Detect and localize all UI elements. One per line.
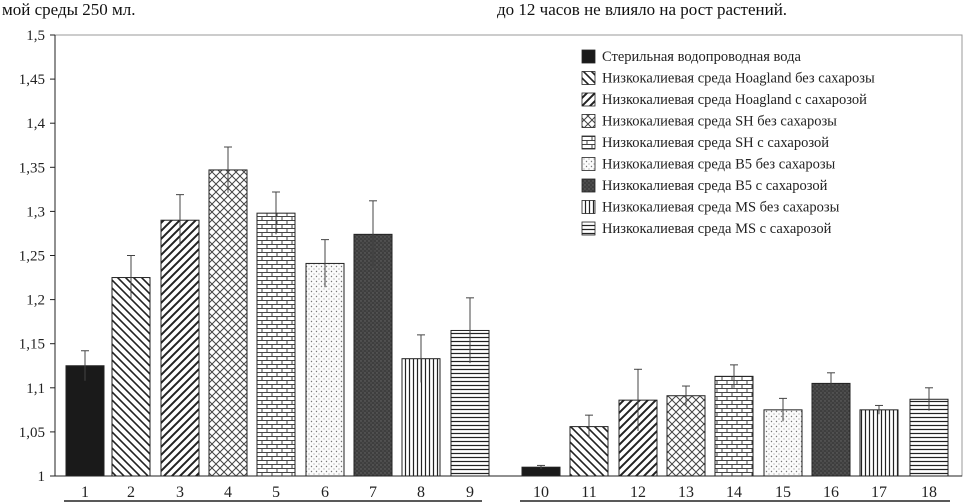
y-tick-label: 1,4 <box>26 116 45 132</box>
y-tick-label: 1,2 <box>26 293 45 309</box>
legend-swatch <box>581 49 596 64</box>
legend-label: Низкокалиевая среда B5 с сахарозой <box>602 178 828 194</box>
x-axis: 1 2 3 4 5 6 7 8 9 10 11 12 13 14 15 16 17 18 <box>55 475 962 502</box>
legend-label: Низкокалиевая среда SH с сахарозой <box>602 135 829 151</box>
legend-label: Низкокалиевая среда B5 без сахарозы <box>602 157 836 173</box>
bar <box>111 277 151 477</box>
bar <box>811 382 851 477</box>
x-tick-label: 8 <box>417 484 425 501</box>
bar <box>160 219 200 477</box>
legend-swatch <box>581 221 596 236</box>
legend-swatch <box>581 92 596 107</box>
x-tick-label: 18 <box>921 484 937 501</box>
y-tick-label: 1 <box>38 469 46 485</box>
x-tick-label: 1 <box>81 484 89 501</box>
legend-label: Низкокалиевая среда MS с сахарозой <box>602 221 832 237</box>
legend-swatch <box>581 135 596 150</box>
bar <box>909 398 949 477</box>
bar <box>256 212 296 477</box>
bar <box>208 169 248 477</box>
legend-label: Низкокалиевая среда Hoagland с сахарозой <box>602 92 867 108</box>
y-tick-label: 1,25 <box>19 249 45 265</box>
legend-label: Низкокалиевая среда Hoagland без сахароз… <box>602 71 875 87</box>
x-tick-label: 5 <box>272 484 280 501</box>
y-tick-label: 1,1 <box>26 381 45 397</box>
legend-swatch <box>581 71 596 85</box>
x-tick-label: 6 <box>321 484 329 501</box>
legend-swatch <box>581 114 596 128</box>
x-tick-label: 4 <box>224 484 232 501</box>
legend-label: Стерильная водопроводная вода <box>602 49 801 65</box>
bar <box>305 262 345 477</box>
legend-swatch <box>581 178 596 193</box>
x-tick-label: 12 <box>630 484 646 501</box>
x-tick-label: 10 <box>533 484 549 501</box>
x-tick-label: 16 <box>823 484 839 501</box>
y-tick-label: 1,35 <box>19 160 45 176</box>
x-tick-label: 17 <box>871 484 887 501</box>
x-tick-label: 13 <box>678 484 694 501</box>
header-right-fragment: до 12 часов не влияло на рост растений. <box>497 0 788 19</box>
x-tick-label: 7 <box>369 484 377 501</box>
legend-label: Низкокалиевая среда MS без сахарозы <box>602 200 840 216</box>
bar <box>353 233 393 477</box>
legend-label: Низкокалиевая среда SH без сахарозы <box>602 114 837 130</box>
y-tick-label: 1,3 <box>26 204 45 220</box>
y-tick-label: 1,15 <box>19 337 45 353</box>
legend-swatch <box>581 200 596 214</box>
x-tick-label: 3 <box>176 484 184 501</box>
x-tick-label: 15 <box>775 484 791 501</box>
bar <box>666 395 706 477</box>
x-tick-label: 14 <box>726 484 742 501</box>
bar <box>859 409 899 477</box>
legend-swatch <box>581 157 596 171</box>
header-left-fragment: мой среды 250 мл. <box>2 0 136 19</box>
x-tick-label: 2 <box>127 484 135 501</box>
x-tick-label: 9 <box>466 484 474 501</box>
y-tick-label: 1,45 <box>19 72 45 88</box>
bars <box>65 146 949 477</box>
bar <box>714 375 754 477</box>
y-tick-label: 1,05 <box>19 425 45 441</box>
legend: Стерильная водопроводная вода Низкокалиев… <box>581 49 875 237</box>
bar <box>65 365 105 477</box>
x-tick-label: 11 <box>581 484 596 501</box>
y-tick-label: 1,5 <box>26 28 45 44</box>
